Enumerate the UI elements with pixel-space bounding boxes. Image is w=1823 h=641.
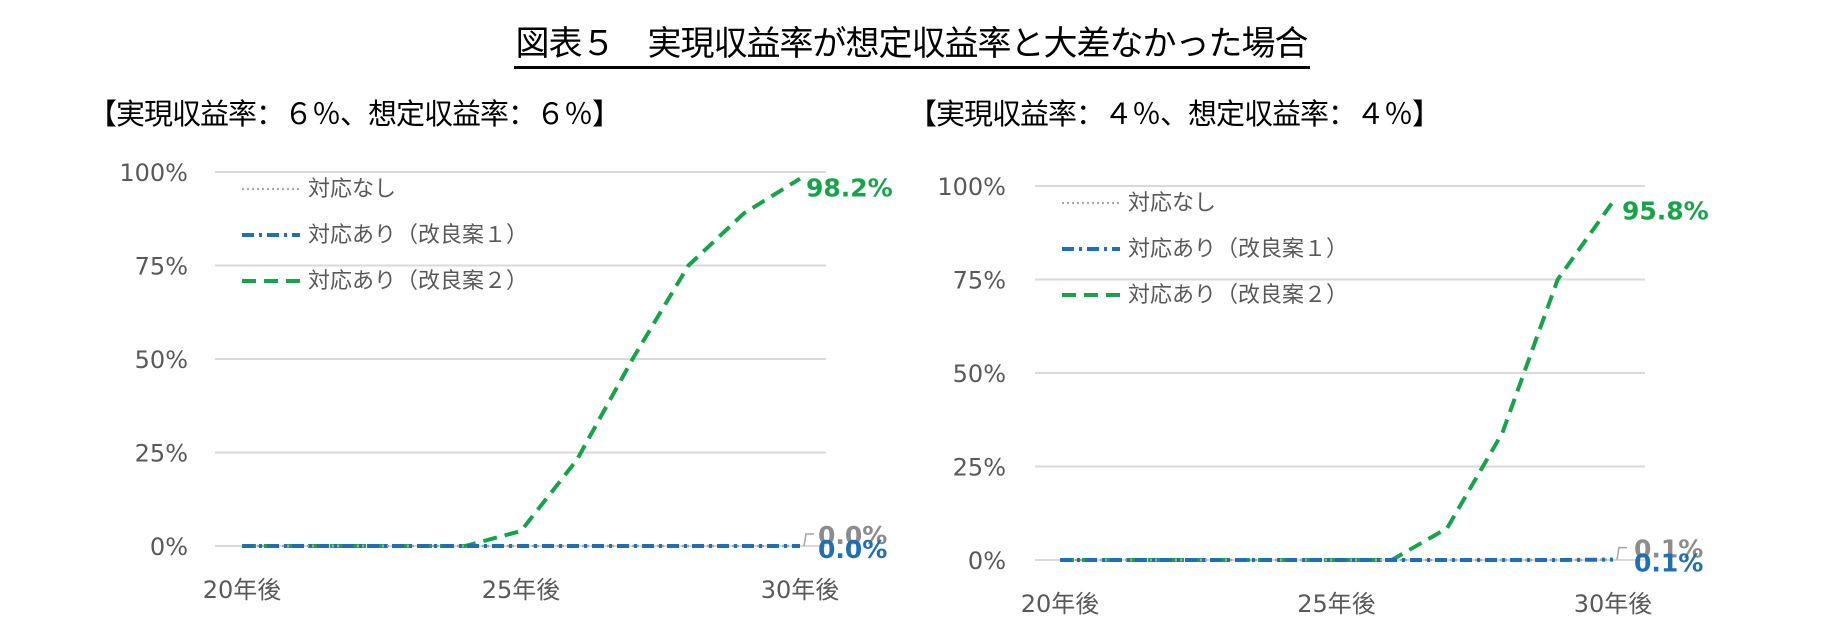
y-tick-label: 0%: [968, 547, 1006, 575]
x-tick-label: 20年後: [203, 576, 282, 604]
end-label-plan2: 98.2%: [806, 174, 893, 203]
end-label-none: 0.1%: [1634, 535, 1703, 564]
line-chart-right: 0% 25% 50% 75% 100% 20年後 25年後 30年後 95.8% 0.1%0.1%…: [937, 173, 1708, 618]
legend-label: 対応あり（改良案１）: [308, 223, 528, 248]
end-label-none: 0.0%: [818, 521, 887, 550]
y-tick-label: 100%: [937, 173, 1006, 201]
x-tick-label: 25年後: [482, 576, 561, 604]
figure-title: 図表５ 実現収益率が想定収益率と大差なかった場合: [0, 22, 1823, 69]
y-tick-label: 75%: [135, 253, 188, 281]
y-tick-label: 25%: [953, 454, 1006, 482]
line-chart-left: 0% 25% 50% 75% 100% 20年後 25年後 30年後 98.2% 0.0%0.0%…: [119, 159, 892, 604]
right-chart-title: 【実現収益率：４％、想定収益率：４％】: [908, 97, 1441, 131]
end-label-plan1: 0.0%: [818, 535, 887, 564]
figure-title-text: 図表５ 実現収益率が想定収益率と大差なかった場合: [513, 22, 1310, 69]
x-tick-label: 30年後: [1574, 590, 1653, 618]
y-tick-label: 25%: [135, 440, 188, 468]
legend-label: 対応あり（改良案１）: [1128, 237, 1348, 262]
x-tick-label: 25年後: [1297, 590, 1376, 618]
label-leader-line: [803, 533, 814, 547]
y-tick-label: 0%: [150, 533, 188, 561]
legend-label: 対応なし: [1128, 191, 1216, 216]
end-label-plan2: 95.8%: [1622, 197, 1709, 226]
y-tick-label: 75%: [953, 267, 1006, 295]
y-tick-label: 100%: [119, 159, 188, 187]
y-tick-label: 50%: [135, 346, 188, 374]
left-chart-title: 【実現収益率：６％、想定収益率：６％】: [88, 97, 621, 131]
x-tick-label: 20年後: [1021, 590, 1100, 618]
label-leader-line: [1616, 546, 1627, 560]
legend-label: 対応あり（改良案２）: [1128, 283, 1348, 308]
legend-label: 対応あり（改良案２）: [308, 269, 528, 294]
legend-label: 対応なし: [308, 177, 396, 202]
y-tick-label: 50%: [953, 360, 1006, 388]
x-tick-label: 30年後: [761, 576, 840, 604]
end-label-plan1: 0.1%: [1634, 549, 1703, 578]
